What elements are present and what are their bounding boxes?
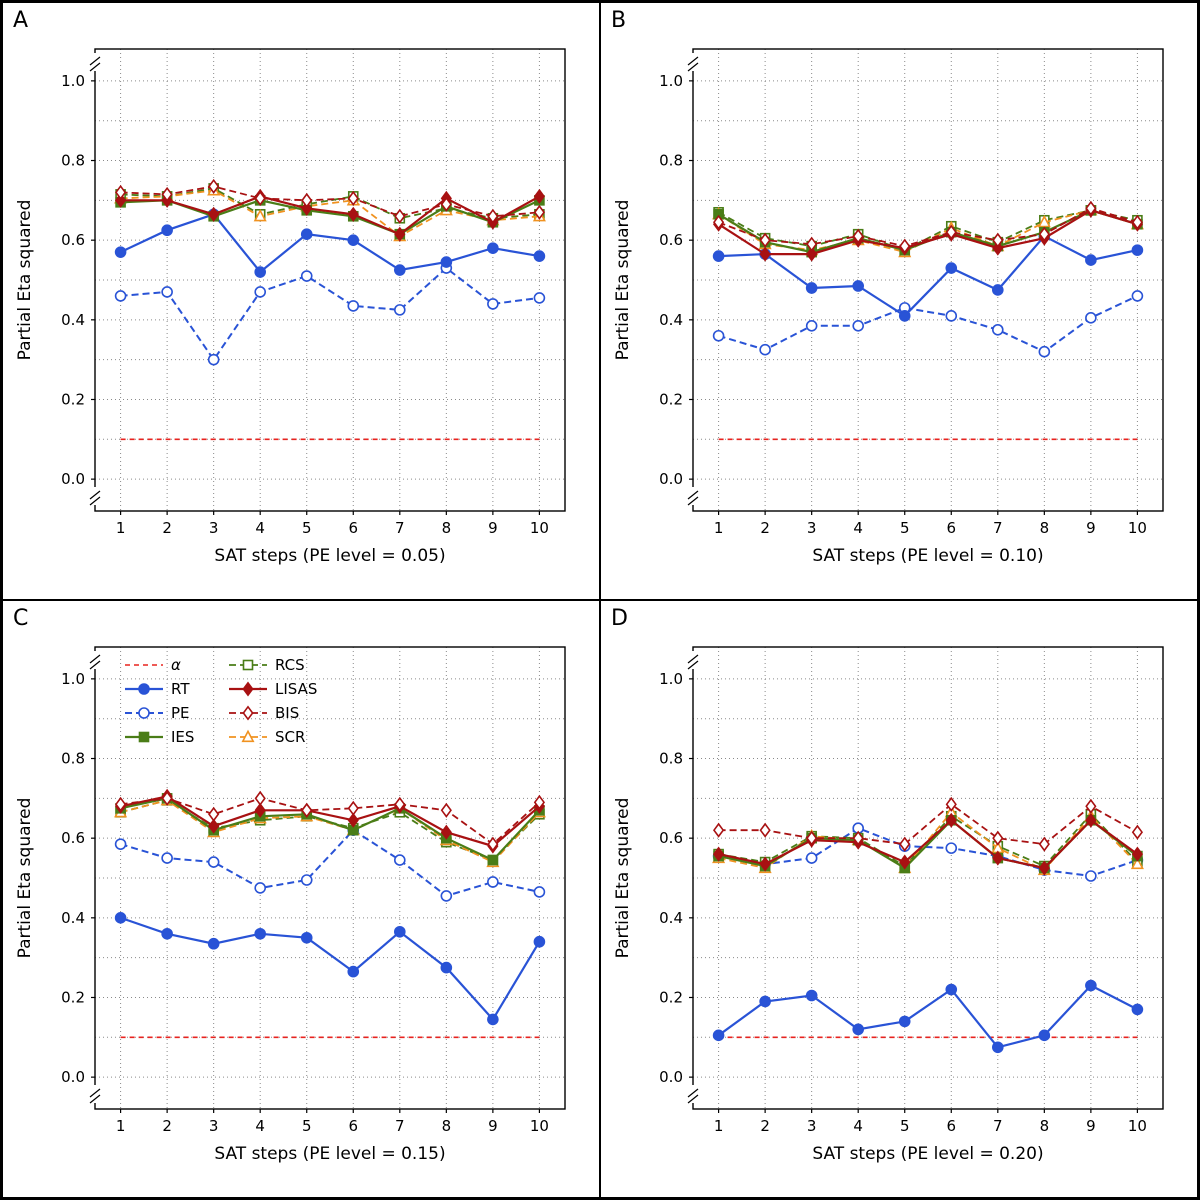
svg-text:0.6: 0.6 (659, 829, 683, 847)
svg-text:5: 5 (302, 519, 312, 537)
svg-text:0.8: 0.8 (659, 750, 683, 768)
svg-text:7: 7 (993, 1117, 1003, 1135)
svg-text:8: 8 (1040, 519, 1050, 537)
svg-text:0.4: 0.4 (659, 311, 683, 329)
svg-text:SCR: SCR (275, 728, 305, 746)
svg-text:0.2: 0.2 (659, 988, 683, 1006)
svg-text:0.2: 0.2 (659, 390, 683, 408)
x-axis-label: SAT steps (PE level = 0.15) (214, 1144, 446, 1164)
svg-text:0.6: 0.6 (659, 231, 683, 249)
svg-text:6: 6 (348, 1117, 358, 1135)
svg-text:5: 5 (302, 1117, 312, 1135)
y-axis-label: Partial Eta squared (15, 199, 35, 361)
svg-text:1.0: 1.0 (659, 72, 683, 90)
svg-text:3: 3 (209, 1117, 219, 1135)
plot-canvas-b: 1 2 3 4 5 6 7 8 9 10 0.0 0.2 0.4 0.6 0.8 1.0 (659, 48, 1164, 537)
panel-label: A (13, 8, 29, 33)
svg-text:1: 1 (714, 519, 724, 537)
svg-text:10: 10 (1128, 519, 1147, 537)
svg-text:RT: RT (171, 680, 190, 698)
svg-text:8: 8 (442, 1117, 452, 1135)
svg-text:2: 2 (760, 519, 770, 537)
panel-label: C (13, 606, 29, 631)
svg-text:1.0: 1.0 (61, 670, 85, 688)
svg-text:2: 2 (162, 519, 172, 537)
svg-text:3: 3 (807, 1117, 817, 1135)
svg-text:0.8: 0.8 (61, 152, 85, 170)
y-axis-label: Partial Eta squared (613, 797, 633, 959)
svg-text:7: 7 (395, 519, 405, 537)
svg-text:1: 1 (714, 1117, 724, 1135)
svg-text:0.4: 0.4 (61, 311, 85, 329)
svg-text:5: 5 (900, 1117, 910, 1135)
panel-label: D (611, 606, 628, 631)
svg-text:9: 9 (1086, 1117, 1096, 1135)
svg-text:0.2: 0.2 (61, 988, 85, 1006)
svg-text:2: 2 (162, 1117, 172, 1135)
x-axis-label: SAT steps (PE level = 0.20) (812, 1144, 1044, 1164)
plot-canvas-d: 1 2 3 4 5 6 7 8 9 10 0.0 0.2 0.4 0.6 0.8 1.0 (659, 646, 1164, 1135)
svg-text:IES: IES (171, 728, 194, 746)
panel-c: C Partial Eta squared 1 2 3 4 5 6 7 8 9 10 0.0 0.2 0… (2, 600, 600, 1198)
svg-text:8: 8 (442, 519, 452, 537)
svg-text:0.4: 0.4 (61, 909, 85, 927)
svg-text:5: 5 (900, 519, 910, 537)
svg-text:0.2: 0.2 (61, 390, 85, 408)
svg-text:0.0: 0.0 (61, 1068, 85, 1086)
x-axis-label: SAT steps (PE level = 0.05) (214, 546, 446, 566)
svg-text:4: 4 (853, 1117, 863, 1135)
svg-text:7: 7 (395, 1117, 405, 1135)
svg-text:0.0: 0.0 (659, 1068, 683, 1086)
x-axis-label: SAT steps (PE level = 0.10) (812, 546, 1044, 566)
svg-text:10: 10 (1128, 1117, 1147, 1135)
svg-text:0.6: 0.6 (61, 231, 85, 249)
y-axis-label: Partial Eta squared (613, 199, 633, 361)
svg-text:α: α (171, 656, 181, 674)
svg-text:0.8: 0.8 (61, 750, 85, 768)
svg-text:6: 6 (946, 1117, 956, 1135)
svg-text:BIS: BIS (275, 704, 299, 722)
plot-canvas-c: 1 2 3 4 5 6 7 8 9 10 0.0 0.2 0.4 0.6 0.8 1.0 α RT PE IES RCS… (61, 646, 566, 1135)
svg-text:0.6: 0.6 (61, 829, 85, 847)
panel-a: A Partial Eta squared 1 2 3 4 5 6 7 8 9 10 0.0 0.2 0… (2, 2, 600, 600)
svg-text:8: 8 (1040, 1117, 1050, 1135)
svg-text:1.0: 1.0 (659, 670, 683, 688)
svg-text:2: 2 (760, 1117, 770, 1135)
panel-b: B Partial Eta squared 1 2 3 4 5 6 7 8 9 10 0.0 0.2 0… (600, 2, 1198, 600)
plot-canvas-a: 1 2 3 4 5 6 7 8 9 10 0.0 0.2 0.4 0.6 0.8 1.0 (61, 48, 566, 537)
svg-text:4: 4 (255, 519, 265, 537)
svg-text:4: 4 (255, 1117, 265, 1135)
panel-d: D Partial Eta squared 1 2 3 4 5 6 7 8 9 10 0.0 0.2 0… (600, 600, 1198, 1198)
svg-text:1.0: 1.0 (61, 72, 85, 90)
svg-text:7: 7 (993, 519, 1003, 537)
svg-text:1: 1 (116, 1117, 126, 1135)
svg-text:10: 10 (530, 1117, 549, 1135)
svg-text:PE: PE (171, 704, 190, 722)
svg-text:0.8: 0.8 (659, 152, 683, 170)
svg-text:4: 4 (853, 519, 863, 537)
svg-text:9: 9 (1086, 519, 1096, 537)
svg-text:9: 9 (488, 1117, 498, 1135)
svg-text:RCS: RCS (275, 656, 305, 674)
svg-text:10: 10 (530, 519, 549, 537)
svg-text:9: 9 (488, 519, 498, 537)
svg-text:3: 3 (209, 519, 219, 537)
svg-text:6: 6 (946, 519, 956, 537)
svg-text:1: 1 (116, 519, 126, 537)
panel-label: B (611, 8, 627, 33)
svg-text:LISAS: LISAS (275, 680, 317, 698)
svg-text:6: 6 (348, 519, 358, 537)
svg-text:0.4: 0.4 (659, 909, 683, 927)
y-axis-label: Partial Eta squared (15, 797, 35, 959)
svg-text:3: 3 (807, 519, 817, 537)
svg-text:0.0: 0.0 (659, 470, 683, 488)
svg-text:0.0: 0.0 (61, 470, 85, 488)
